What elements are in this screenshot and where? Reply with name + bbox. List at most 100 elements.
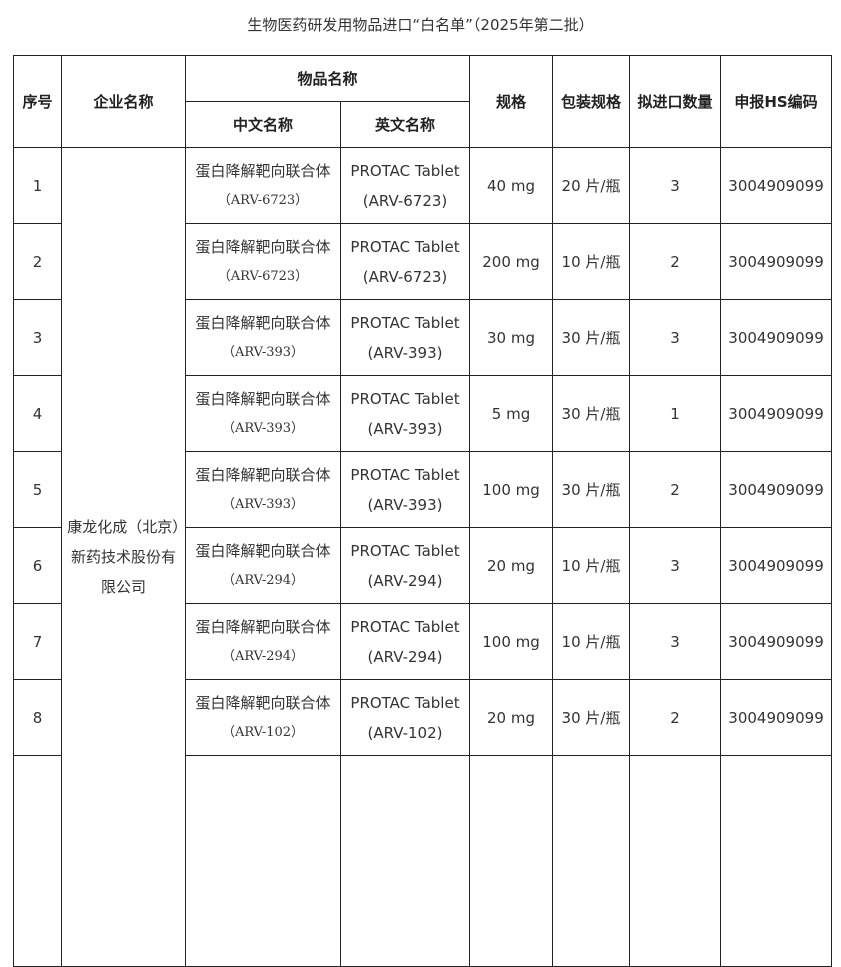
index-text: 2	[32, 252, 43, 271]
cell-index: 4	[13, 375, 62, 452]
cell-company: 康龙化成（北京）新药技术股份有限公司	[61, 147, 186, 967]
table-row: 6 蛋白降解靶向联合体 （ARV-294） PROTAC Tablet (ARV-294…	[13, 527, 833, 604]
quantity-text: 1	[670, 404, 680, 423]
hs-code-text: 3004909099	[728, 480, 824, 499]
cn-name-text: 蛋白降解靶向联合体	[195, 693, 331, 712]
cell-quantity: 3	[629, 603, 722, 680]
package-text: 30 片/瓶	[561, 404, 621, 423]
cell-quantity: 3	[629, 527, 722, 604]
cell-en-name: PROTAC Tablet (ARV-294)	[339, 527, 471, 604]
cell-hs-code: 3004909099	[720, 451, 833, 528]
cell-quantity: 2	[629, 679, 722, 756]
cn-name-text: 蛋白降解靶向联合体	[195, 389, 331, 408]
cell-index: 1	[13, 147, 62, 224]
cell-hs-code: 3004909099	[720, 299, 833, 376]
cn-name-text: 蛋白降解靶向联合体	[195, 541, 331, 560]
en-code-text: (ARV-6723)	[362, 191, 448, 210]
cn-code-text: （ARV-6723）	[217, 268, 309, 284]
cell-empty	[185, 755, 341, 967]
header-item-name: 物品名称	[184, 55, 471, 102]
cn-code-text: （ARV-393）	[221, 344, 305, 360]
cell-index: 7	[13, 603, 62, 680]
cell-package: 30 片/瓶	[552, 299, 631, 376]
index-text: 4	[32, 404, 43, 423]
table-row: 7 蛋白降解靶向联合体 （ARV-294） PROTAC Tablet (ARV-294…	[13, 603, 833, 680]
spec-text: 30 mg	[487, 328, 536, 347]
en-name-text: PROTAC Tablet	[350, 237, 460, 256]
table-row: 2 蛋白降解靶向联合体 （ARV-6723） PROTAC Tablet (ARV-67…	[13, 223, 833, 300]
cell-empty	[720, 755, 833, 967]
cn-code-text: （ARV-294）	[221, 648, 305, 664]
header-spec: 规格	[469, 55, 554, 148]
cell-cn-name: 蛋白降解靶向联合体 （ARV-102）	[185, 679, 341, 756]
hs-code-text: 3004909099	[728, 328, 824, 347]
index-text: 1	[32, 176, 43, 195]
package-text: 30 片/瓶	[561, 328, 621, 347]
cell-package: 30 片/瓶	[552, 375, 631, 452]
cn-code-text: （ARV-102）	[221, 724, 305, 740]
whitelist-table: 序号 企业名称 物品名称 规格 包装规格 拟进口数量 申报HS编码 中文名称 英…	[13, 55, 833, 967]
hs-code-text: 3004909099	[728, 632, 824, 651]
hs-code-text: 3004909099	[728, 252, 824, 271]
quantity-text: 2	[670, 480, 680, 499]
header-company: 企业名称	[61, 55, 186, 148]
cell-package: 30 片/瓶	[552, 451, 631, 528]
en-name-text: PROTAC Tablet	[350, 541, 460, 560]
package-text: 10 片/瓶	[561, 556, 621, 575]
cell-index: 8	[13, 679, 62, 756]
en-name-text: PROTAC Tablet	[350, 693, 460, 712]
cn-name-text: 蛋白降解靶向联合体	[195, 237, 331, 256]
cell-spec: 5 mg	[469, 375, 554, 452]
table-row: 8 蛋白降解靶向联合体 （ARV-102） PROTAC Tablet (ARV-102…	[13, 679, 833, 756]
cell-empty	[339, 755, 471, 967]
cell-spec: 30 mg	[469, 299, 554, 376]
cell-en-name: PROTAC Tablet (ARV-393)	[339, 451, 471, 528]
cell-quantity: 2	[629, 223, 722, 300]
cell-index: 5	[13, 451, 62, 528]
cell-empty	[629, 755, 722, 967]
spec-text: 5 mg	[491, 404, 531, 423]
cell-cn-name: 蛋白降解靶向联合体 （ARV-393）	[185, 299, 341, 376]
cell-spec: 40 mg	[469, 147, 554, 224]
cell-spec: 100 mg	[469, 603, 554, 680]
hs-code-text: 3004909099	[728, 404, 824, 423]
index-text: 5	[32, 480, 43, 499]
cell-en-name: PROTAC Tablet (ARV-294)	[339, 603, 471, 680]
header-cn-name: 中文名称	[185, 101, 341, 148]
cell-package: 30 片/瓶	[552, 679, 631, 756]
cell-quantity: 1	[629, 375, 722, 452]
package-text: 30 片/瓶	[561, 708, 621, 727]
index-text: 6	[32, 556, 43, 575]
cell-package: 10 片/瓶	[552, 603, 631, 680]
quantity-text: 3	[670, 176, 680, 195]
spec-text: 20 mg	[487, 708, 536, 727]
cell-cn-name: 蛋白降解靶向联合体 （ARV-6723）	[185, 223, 341, 300]
header-package: 包装规格	[552, 55, 631, 148]
header-quantity: 拟进口数量	[629, 55, 722, 148]
cell-spec: 100 mg	[469, 451, 554, 528]
cell-hs-code: 3004909099	[720, 603, 833, 680]
en-name-text: PROTAC Tablet	[350, 389, 460, 408]
cell-quantity: 3	[629, 147, 722, 224]
document-title: 生物医药研发用物品进口“白名单”（2025年第二批）	[247, 16, 594, 34]
index-text: 7	[32, 632, 43, 651]
cell-hs-code: 3004909099	[720, 527, 833, 604]
cn-name-text: 蛋白降解靶向联合体	[195, 617, 331, 636]
cell-en-name: PROTAC Tablet (ARV-393)	[339, 375, 471, 452]
cell-cn-name: 蛋白降解靶向联合体 （ARV-393）	[185, 375, 341, 452]
cell-hs-code: 3004909099	[720, 679, 833, 756]
en-code-text: (ARV-393)	[367, 343, 443, 362]
cell-empty	[469, 755, 554, 967]
spec-text: 40 mg	[487, 176, 536, 195]
cell-en-name: PROTAC Tablet (ARV-102)	[339, 679, 471, 756]
cell-package: 10 片/瓶	[552, 223, 631, 300]
quantity-text: 3	[670, 556, 680, 575]
header-index: 序号	[13, 55, 62, 148]
hs-code-text: 3004909099	[728, 176, 824, 195]
subheader-row: 中文名称 英文名称	[14, 101, 832, 148]
spec-text: 100 mg	[482, 480, 540, 499]
cell-package: 20 片/瓶	[552, 147, 631, 224]
spec-text: 20 mg	[487, 556, 536, 575]
en-name-text: PROTAC Tablet	[350, 617, 460, 636]
en-code-text: (ARV-102)	[367, 723, 443, 742]
